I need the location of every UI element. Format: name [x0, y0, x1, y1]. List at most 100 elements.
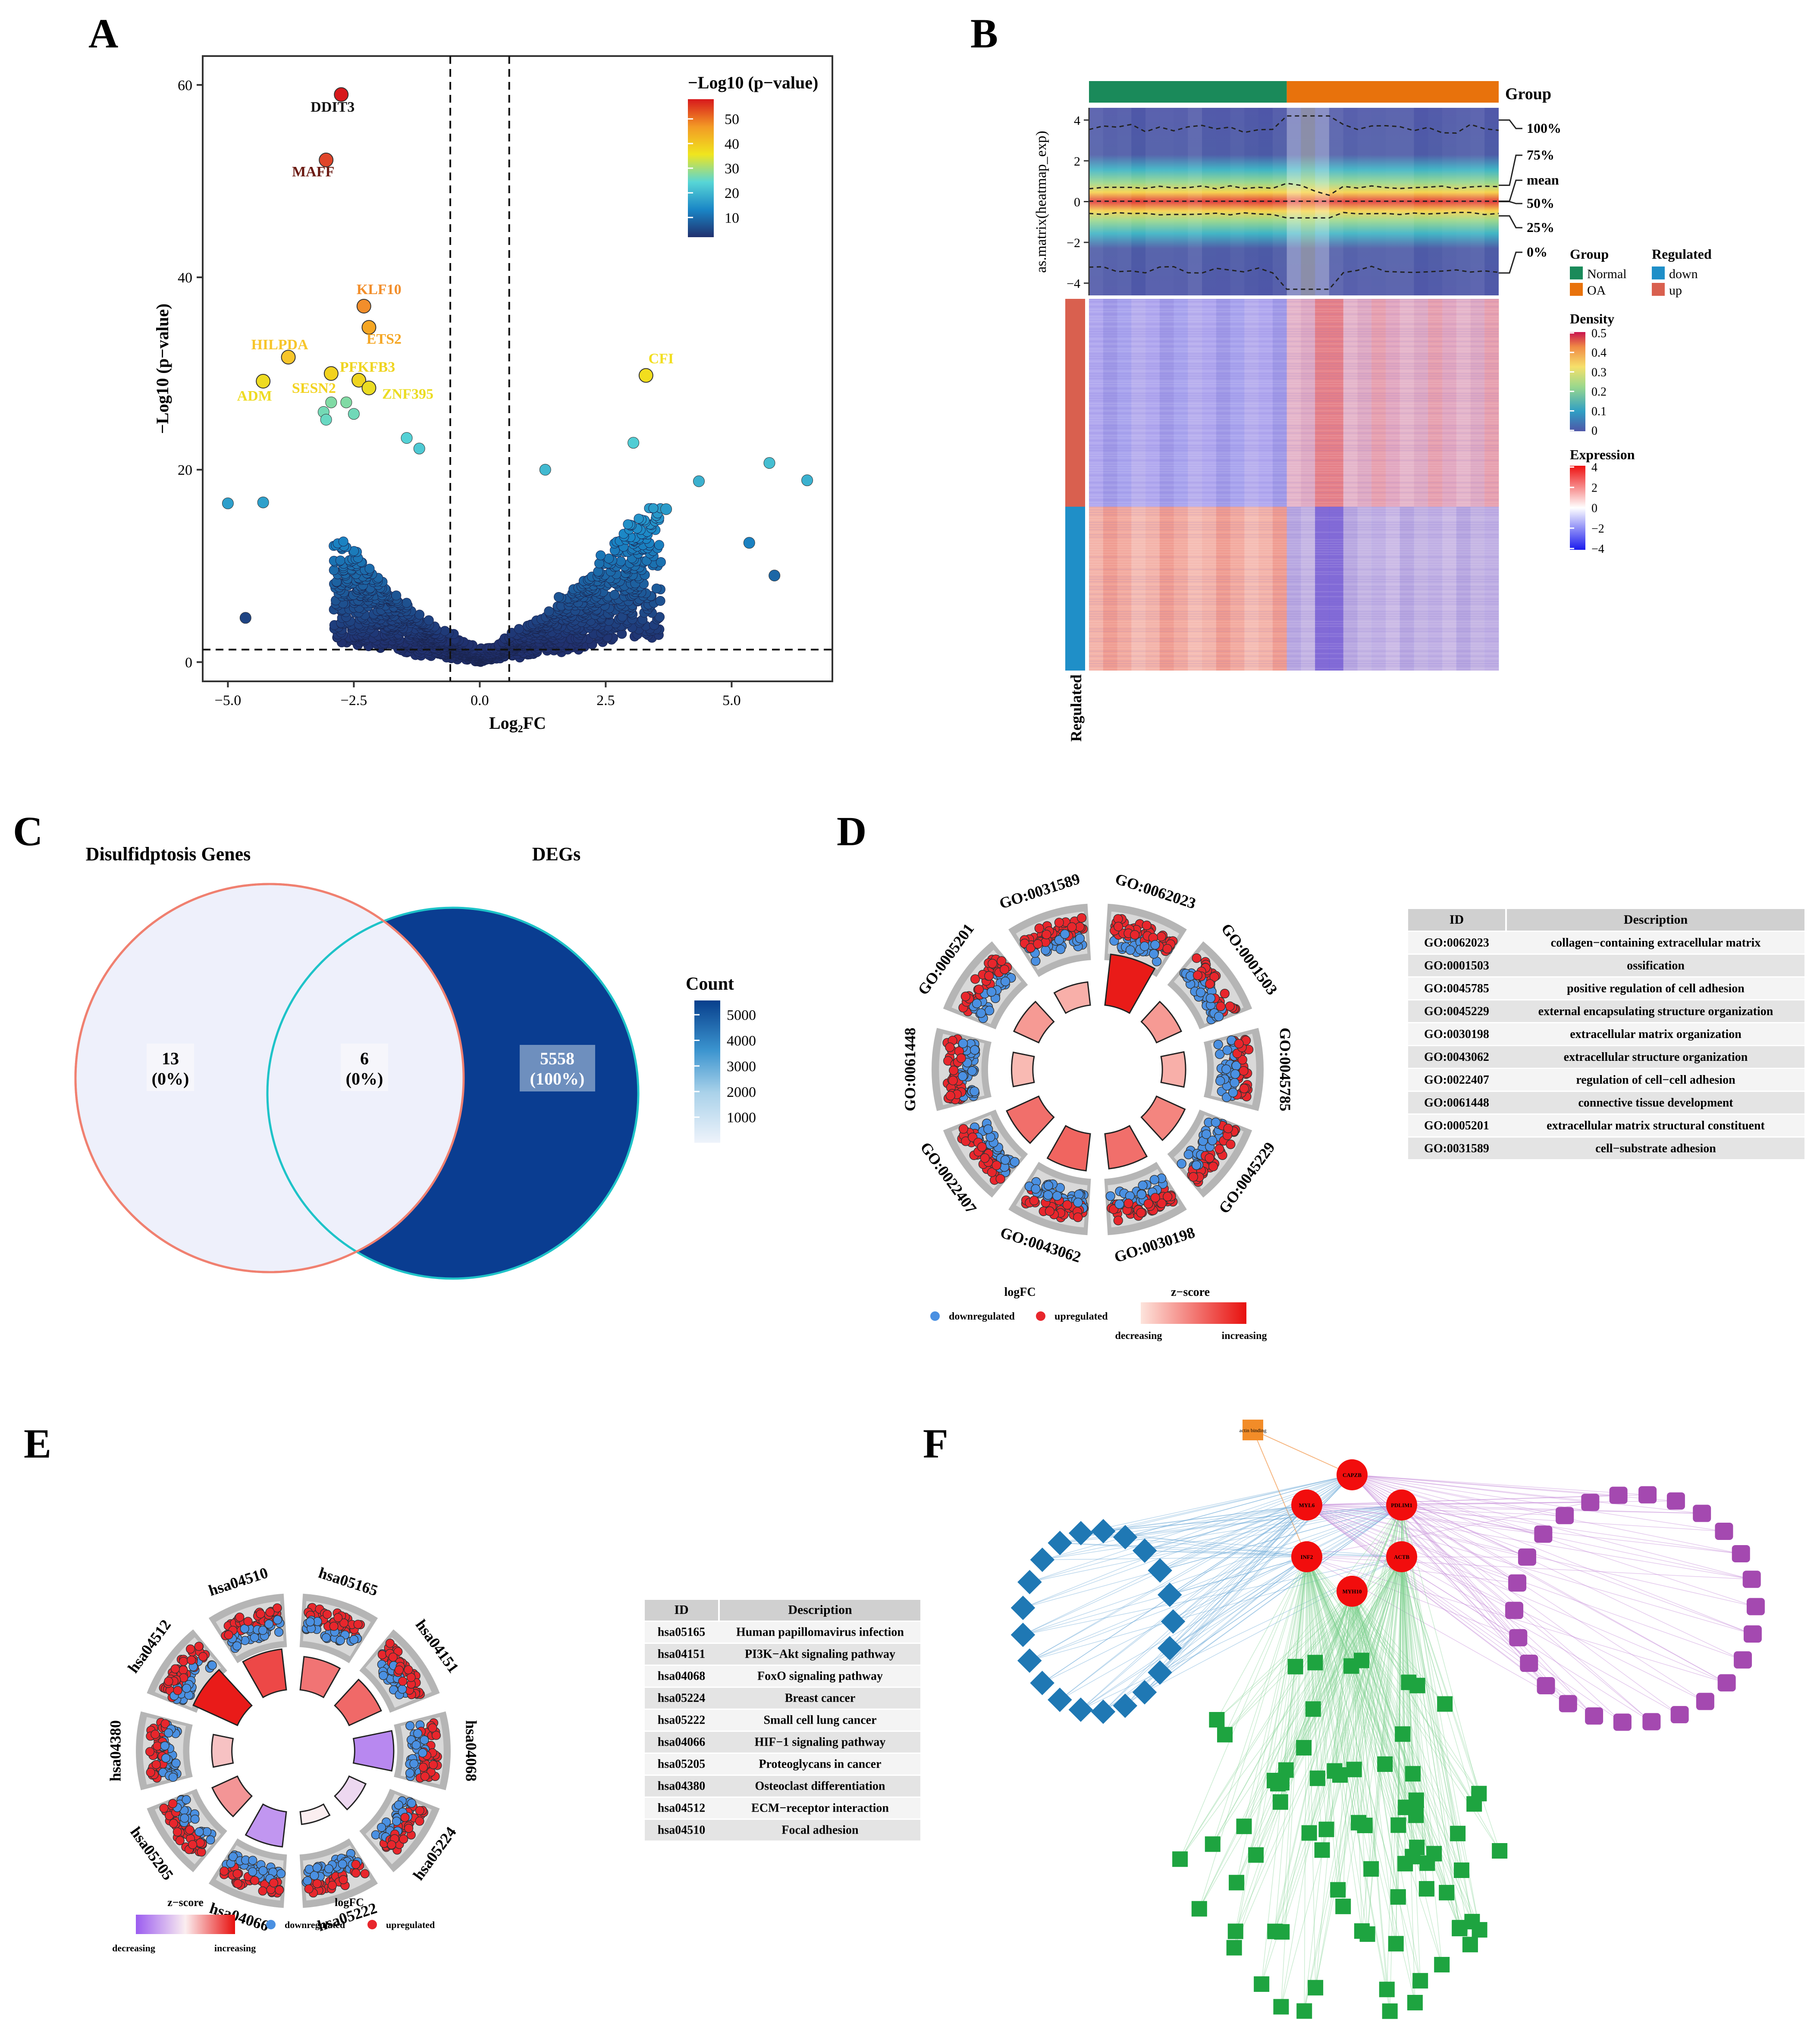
gene-point: [385, 1639, 395, 1648]
network-node-cc: [1520, 1655, 1538, 1672]
volcano-labeled-point: [361, 380, 377, 395]
network-node-label: actin binding: [1239, 1427, 1267, 1433]
quantile-labels: 100% 75% mean 50% 25% 0%: [1499, 119, 1561, 274]
volcano-point: [628, 437, 640, 449]
heatmap-row: [1089, 480, 1499, 481]
zscore-bar: [1104, 1125, 1148, 1169]
venn-diagram: Disulfidptosis Genes DEGs 13 (0%) 6 (0%)…: [74, 843, 756, 1280]
network-node-bp: [1209, 1712, 1225, 1728]
gene-point: [1060, 929, 1070, 939]
volcano-point: [623, 519, 633, 530]
kegg-upregulated-swatch: [367, 1920, 377, 1929]
gene-point: [164, 1728, 173, 1738]
density-legend-tick-label: 0.2: [1591, 386, 1607, 399]
network-node-bp: [1407, 1994, 1423, 2010]
volcano-point: [539, 464, 551, 476]
volcano-point-label: ADM: [237, 388, 272, 404]
gene-point: [1076, 913, 1087, 923]
go-downregulated-swatch: [930, 1311, 940, 1321]
gene-point: [1222, 1045, 1232, 1055]
zscore-bar: [334, 1678, 382, 1726]
heatmap-row: [1089, 509, 1499, 511]
volcano-point: [514, 624, 524, 634]
network-node-cc: [1715, 1522, 1733, 1540]
go-zscore-low-label: decreasing: [1115, 1330, 1162, 1342]
go-upregulated-swatch: [1036, 1311, 1045, 1321]
gene-point: [995, 1174, 1005, 1184]
gene-point: [187, 1655, 196, 1665]
gene-point: [179, 1665, 188, 1675]
expression-legend-tick-label: −2: [1591, 522, 1604, 536]
table-cell-id: GO:0043062: [1424, 1050, 1489, 1064]
gene-point: [977, 1142, 987, 1152]
zscore-bar: [299, 1656, 341, 1699]
heatmap-row: [1089, 470, 1499, 471]
network-node-cc: [1585, 1707, 1603, 1725]
gene-point: [1162, 944, 1172, 954]
term-label: hsa04380: [107, 1720, 124, 1781]
heatmap-row: [1089, 485, 1499, 486]
heatmap-row: [1089, 477, 1499, 478]
network-node-bp: [1346, 1762, 1362, 1778]
gene-point: [1125, 945, 1136, 955]
network-node-cc: [1518, 1548, 1536, 1566]
table-cell-description: cell−substrate adhesion: [1595, 1142, 1716, 1155]
table-cell-id: hsa04151: [658, 1648, 705, 1661]
heatmap-row: [1089, 341, 1499, 342]
heatmap-row: [1089, 591, 1499, 593]
heatmap-row: [1089, 373, 1499, 374]
table-cell-id: GO:0061448: [1424, 1096, 1489, 1110]
network-node-cc: [1666, 1492, 1685, 1510]
gene-point: [377, 1822, 386, 1832]
network-hub-label: CAPZB: [1343, 1472, 1362, 1478]
network-node-cc: [1696, 1693, 1714, 1710]
go-term-table: ID Description GO:0062023 collagen−containi…: [1408, 909, 1804, 1159]
network-node-mf: [1017, 1648, 1042, 1673]
heatmap-row: [1089, 301, 1499, 302]
network-node-bp: [1426, 1846, 1442, 1862]
regulated-row-annotation: Regulated: [1065, 299, 1085, 742]
legend-group-title: Group: [1570, 246, 1609, 262]
heatmap-row: [1089, 348, 1499, 349]
gene-point: [983, 1124, 993, 1134]
pvalue-legend-title: −Log10 (p−value): [688, 73, 818, 92]
volcano-x-tick-label: 2.5: [596, 693, 615, 709]
heatmap-row: [1089, 405, 1499, 407]
pvalue-legend-tick-label: 50: [725, 112, 739, 128]
gene-point: [276, 1869, 286, 1878]
gene-point: [1033, 939, 1043, 949]
gene-point: [972, 998, 982, 1009]
group-annotation-segment: [1089, 81, 1287, 103]
gene-point: [1123, 1198, 1133, 1208]
kegg-circle-plot: hsa05165 hsa04151 hsa04068 hsa05224 hsa05222…: [107, 1564, 920, 1953]
network-node-cc: [1505, 1602, 1524, 1619]
heatmap-row: [1089, 388, 1499, 389]
heatmap-row: [1089, 299, 1499, 300]
heatmap-row: [1089, 603, 1499, 605]
gene-point: [243, 1617, 253, 1626]
gene-point: [406, 1673, 416, 1682]
volcano-labeled-point: [356, 299, 371, 314]
count-legend-tick-label: 3000: [727, 1059, 756, 1075]
network-hub-label: MYH10: [1343, 1588, 1362, 1595]
volcano-point: [616, 556, 626, 566]
gene-point: [999, 964, 1010, 975]
volcano-point-label: KLF10: [357, 282, 402, 298]
venn-label-disulfidptosis: Disulfidptosis Genes: [86, 843, 251, 865]
network-node-cc: [1743, 1625, 1762, 1643]
table-cell-id: hsa05222: [658, 1714, 705, 1727]
gene-point: [327, 1881, 337, 1890]
venn-count-mid: 6: [360, 1049, 369, 1068]
table-cell-description: regulation of cell−cell adhesion: [1576, 1073, 1735, 1087]
network-edge: [1401, 1505, 1727, 1684]
heatmap-row: [1089, 661, 1499, 662]
network-node-cc: [1693, 1505, 1711, 1522]
heatmap-row: [1089, 658, 1499, 659]
gene-point: [1031, 956, 1041, 966]
gene-point: [351, 1859, 361, 1869]
volcano-point: [414, 609, 425, 620]
legend-down-swatch: [1652, 267, 1665, 279]
heatmap-row: [1089, 353, 1499, 354]
gene-point: [1225, 1001, 1235, 1011]
gene-point: [404, 1824, 414, 1833]
